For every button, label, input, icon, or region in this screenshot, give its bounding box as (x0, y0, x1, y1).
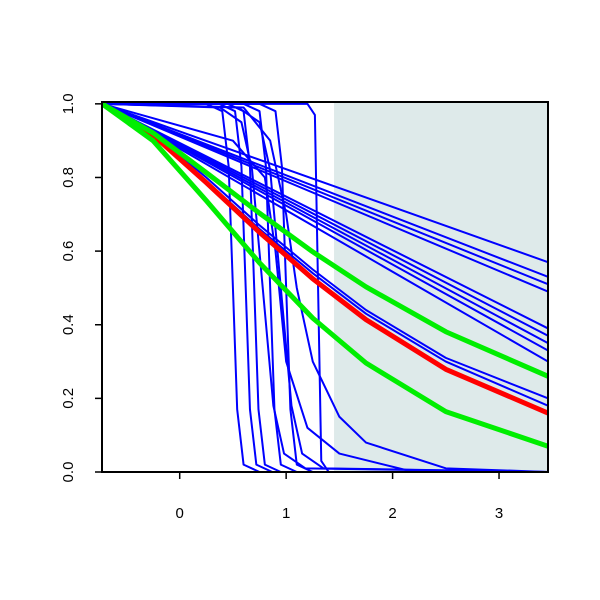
y-tick-label: 0.4 (60, 314, 77, 335)
curve (102, 102, 548, 472)
y-tick-label: 0.0 (60, 462, 77, 483)
curve (102, 102, 548, 472)
curve (102, 102, 548, 278)
curve (102, 102, 548, 449)
curve (102, 102, 548, 286)
curve (102, 102, 548, 363)
y-tick-label: 0.6 (60, 241, 77, 262)
curve (102, 102, 548, 472)
y-tick-label: 1.0 (60, 93, 77, 114)
curve (102, 102, 548, 345)
curve (102, 102, 548, 352)
curve (102, 102, 548, 472)
curve (102, 102, 548, 416)
x-tick-label: 0 (176, 505, 184, 522)
y-tick-label: 0.8 (60, 167, 77, 188)
plot-frame (101, 101, 549, 473)
curve (102, 102, 548, 330)
curve (102, 102, 548, 472)
y-tick-label: 0.2 (60, 388, 77, 409)
x-tick-label: 1 (282, 505, 290, 522)
x-tick-label: 2 (388, 505, 396, 522)
axis-layer: 0 1 2 3 0.0 0.2 0.4 0.6 0.8 1.0 (60, 93, 549, 522)
curve (102, 102, 548, 293)
curve (102, 102, 548, 379)
curve (102, 102, 548, 264)
curve (102, 102, 548, 337)
x-tick-label: 3 (495, 505, 503, 522)
line-layer (102, 102, 548, 472)
